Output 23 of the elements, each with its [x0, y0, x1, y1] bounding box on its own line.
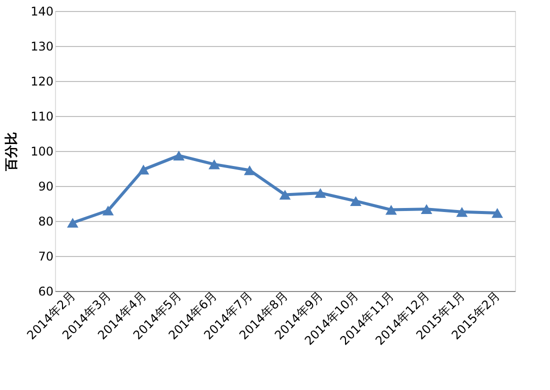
- y-tick-label: 80: [38, 214, 54, 228]
- point: [350, 196, 362, 206]
- point: [420, 204, 432, 214]
- y-tick-label: 60: [38, 284, 54, 298]
- point: [314, 188, 326, 198]
- point: [173, 150, 185, 160]
- point: [138, 164, 150, 174]
- point: [385, 204, 397, 215]
- point: [208, 159, 220, 170]
- point: [66, 218, 78, 228]
- point: [279, 190, 291, 200]
- y-tick-label: 130: [30, 40, 54, 54]
- y-tick-label: 120: [30, 74, 54, 88]
- y-tick-label: 70: [38, 250, 54, 264]
- point: [492, 208, 504, 218]
- point: [456, 206, 468, 217]
- point: [244, 165, 256, 176]
- y-tick-label: 100: [30, 144, 54, 158]
- point: [102, 206, 114, 216]
- y-tick-label: 140: [30, 4, 54, 18]
- y-tick-label: 90: [38, 180, 54, 194]
- y-axis-title: 百分比: [4, 132, 20, 172]
- y-tick-label: 110: [30, 110, 54, 124]
